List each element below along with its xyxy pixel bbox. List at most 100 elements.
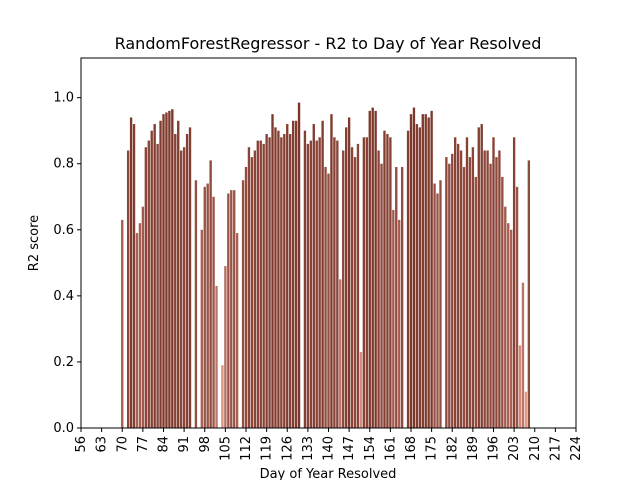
- x-tick-label: 105: [218, 436, 233, 461]
- bar: [162, 114, 165, 429]
- bar: [342, 150, 345, 428]
- bar: [339, 279, 342, 428]
- bar: [486, 150, 489, 428]
- bar: [271, 114, 274, 429]
- bar: [433, 183, 436, 428]
- bar: [409, 114, 413, 429]
- bar: [512, 137, 516, 429]
- bar: [492, 137, 495, 429]
- x-tick-label: 196: [487, 436, 502, 461]
- bar: [156, 143, 159, 428]
- bar: [256, 140, 259, 428]
- x-tick-label: 84: [157, 436, 172, 453]
- bar: [294, 120, 298, 429]
- bar: [400, 167, 404, 428]
- chart-title: RandomForestRegressor - R2 to Day of Yea…: [115, 34, 542, 53]
- bar: [477, 127, 480, 428]
- bar: [359, 352, 363, 428]
- bar: [510, 229, 513, 428]
- x-tick-label: 112: [239, 436, 254, 461]
- bar: [471, 147, 475, 429]
- bar: [188, 127, 192, 428]
- bar: [418, 127, 422, 428]
- bar: [309, 140, 312, 428]
- bar: [224, 266, 227, 428]
- bar: [483, 150, 486, 428]
- bar: [518, 345, 522, 428]
- bar: [465, 137, 469, 429]
- bar: [321, 120, 324, 429]
- bar: [474, 176, 477, 428]
- bar: [336, 140, 339, 428]
- x-tick-label: 140: [322, 436, 337, 461]
- bar: [286, 124, 289, 429]
- x-tick-label: 126: [280, 436, 295, 461]
- bar: [215, 285, 218, 428]
- bar: [318, 137, 321, 429]
- bar: [262, 143, 265, 428]
- bar: [501, 176, 504, 428]
- y-tick-label: 0.2: [53, 355, 74, 370]
- bar: [241, 180, 245, 428]
- bar: [389, 137, 392, 429]
- bar: [362, 137, 366, 429]
- bar: [515, 186, 519, 428]
- x-tick-label: 175: [425, 436, 440, 461]
- x-tick-label: 154: [363, 436, 378, 461]
- bar: [456, 143, 460, 428]
- bar: [212, 196, 215, 428]
- bar: [421, 114, 424, 429]
- bar: [524, 391, 528, 428]
- x-tick-label: 210: [528, 436, 543, 461]
- x-tick-label: 189: [466, 436, 481, 461]
- bar: [374, 110, 377, 428]
- bar: [144, 147, 147, 429]
- bar: [459, 150, 463, 428]
- x-tick-label: 77: [136, 436, 151, 453]
- bar: [168, 110, 171, 428]
- bar: [439, 180, 442, 428]
- bar: [141, 206, 145, 428]
- bar: [150, 130, 153, 428]
- x-tick-label: 147: [342, 436, 357, 461]
- x-tick-label: 91: [177, 436, 192, 453]
- bar: [356, 143, 360, 428]
- bar: [315, 140, 318, 428]
- bar: [230, 190, 233, 428]
- bar: [451, 153, 454, 428]
- bar: [182, 147, 186, 429]
- x-tick-label: 119: [260, 436, 275, 461]
- bar: [244, 167, 248, 428]
- bar: [527, 160, 531, 429]
- bar: [312, 124, 315, 429]
- bar: [371, 107, 374, 428]
- bar: [368, 110, 371, 428]
- bar: [180, 150, 183, 428]
- bar: [153, 124, 156, 429]
- bar: [303, 130, 307, 428]
- bar: [480, 124, 483, 429]
- x-tick-label: 203: [507, 436, 522, 461]
- bar: [209, 160, 212, 429]
- bar: [448, 163, 451, 428]
- x-tick-label: 168: [404, 436, 419, 461]
- bar: [159, 120, 162, 429]
- x-tick-label: 182: [445, 436, 460, 461]
- bar: [274, 127, 277, 428]
- bar: [138, 223, 142, 428]
- bar: [507, 223, 510, 428]
- bar: [277, 130, 280, 428]
- bar: [330, 114, 333, 429]
- bar: [247, 147, 251, 429]
- bar: [383, 130, 386, 428]
- y-tick-label: 1.0: [53, 91, 74, 106]
- bar: [424, 114, 427, 429]
- bar: [454, 137, 457, 429]
- bar: [498, 150, 501, 428]
- bar: [353, 157, 357, 428]
- bar: [259, 140, 262, 428]
- x-axis-label: Day of Year Resolved: [260, 467, 397, 480]
- y-tick-label: 0.0: [53, 421, 74, 436]
- bar: [253, 150, 257, 428]
- bar: [177, 120, 180, 429]
